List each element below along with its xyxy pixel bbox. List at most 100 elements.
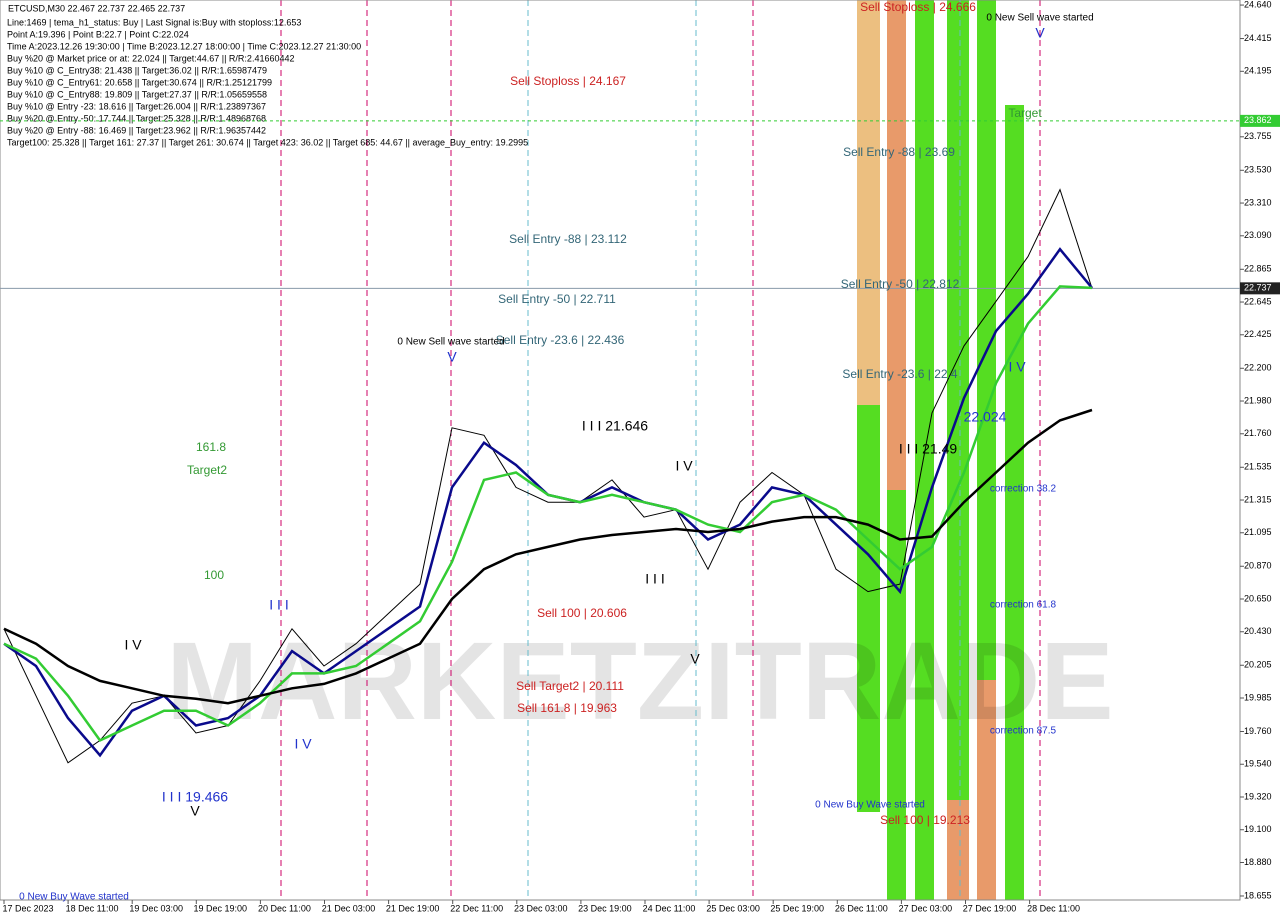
annotation: I V	[124, 637, 142, 653]
annotation: 0 New Buy Wave started	[19, 892, 129, 903]
y-tick-label: 21.980	[1244, 395, 1272, 405]
annotation: V	[190, 803, 200, 819]
annotation: Target2	[187, 463, 227, 477]
annotation: Sell Entry -23.6 | 22.436	[496, 333, 625, 347]
y-tick-label: 18.880	[1244, 857, 1272, 867]
annotation: Sell 100 | 19.213	[880, 813, 970, 827]
x-tick-label: 27 Dec 03:00	[899, 903, 953, 913]
annotation: 0 New Buy Wave started	[815, 800, 925, 811]
y-tick-label: 22.865	[1244, 264, 1272, 274]
y-tick-label: 19.100	[1244, 824, 1272, 834]
y-tick-label: 23.755	[1244, 131, 1272, 141]
info-line: Buy %20 @ Market price or at: 22.024 || …	[7, 53, 295, 63]
y-tick-label: 20.870	[1244, 561, 1272, 571]
target-label-box	[1240, 114, 1280, 127]
y-tick-label: 20.205	[1244, 660, 1272, 670]
x-tick-label: 21 Dec 03:00	[322, 903, 376, 913]
annotation: correction 87.5	[990, 726, 1057, 737]
y-tick-label: 21.315	[1244, 494, 1272, 504]
series-line	[3, 285, 1093, 742]
y-tick-label: 24.640	[1244, 0, 1272, 9]
annotation: correction 38.2	[990, 484, 1057, 495]
info-line: Time A:2023.12.26 19:30:00 | Time B:2023…	[7, 41, 361, 51]
x-tick-label: 24 Dec 11:00	[643, 903, 696, 913]
y-tick-label: 23.090	[1244, 230, 1272, 240]
x-tick-label: 23 Dec 03:00	[514, 903, 568, 913]
annotation: Sell Target2 | 20.111	[516, 679, 624, 693]
x-tick-label: 28 Dec 11:00	[1027, 903, 1080, 913]
y-tick-label: 23.310	[1244, 197, 1272, 207]
x-tick-label: 20 Dec 11:00	[258, 903, 311, 913]
y-tick-label: 19.760	[1244, 726, 1272, 736]
annotation: Target	[1008, 106, 1042, 120]
y-tick-label: 22.200	[1244, 363, 1272, 373]
annotation: Sell Entry -50 | 22.812	[841, 277, 960, 291]
x-tick-label: 22 Dec 11:00	[450, 903, 503, 913]
y-tick-label: 18.655	[1244, 890, 1272, 900]
annotation: Sell Entry -50 | 22.711	[498, 292, 616, 306]
annotation: Sell Entry -23.6 | 22.4	[842, 367, 958, 381]
annotation: I I I	[269, 597, 288, 613]
y-tick-label: 22.425	[1244, 329, 1272, 339]
y-tick-label: 19.540	[1244, 759, 1272, 769]
annotation: Sell Stoploss | 24.666	[860, 0, 976, 14]
current-price-box	[1240, 282, 1280, 295]
annotation: V	[1035, 25, 1045, 41]
annotation: I I I 19.466	[162, 789, 228, 805]
annotation: correction 61.8	[990, 600, 1057, 611]
x-tick-label: 21 Dec 19:00	[386, 903, 440, 913]
y-tick-label: 21.760	[1244, 428, 1272, 438]
x-tick-label: 23 Dec 19:00	[578, 903, 632, 913]
series-line	[3, 408, 1093, 705]
annotation: I V	[675, 458, 693, 474]
info-line: Buy %10 @ Entry -23: 18.616 || Target:26…	[7, 101, 266, 111]
plot-frame	[0, 0, 1241, 901]
annotation: Sell Stoploss | 24.167	[510, 74, 626, 88]
target-label: 23.862	[1244, 115, 1272, 125]
info-line: Buy %10 @ C_Entry88: 19.809 || Target:27…	[7, 89, 267, 99]
annotation: 100	[204, 568, 224, 582]
x-tick-label: 18 Dec 11:00	[66, 903, 119, 913]
y-tick-label: 21.095	[1244, 527, 1272, 537]
signal-zones	[857, 0, 1024, 900]
y-tick-label: 20.650	[1244, 593, 1272, 603]
annotation: Sell Entry -88 | 23.69	[843, 145, 955, 159]
x-tick-label: 19 Dec 19:00	[194, 903, 248, 913]
session-lines	[280, 0, 1041, 900]
x-tick-label: 25 Dec 19:00	[770, 903, 824, 913]
annotation: 0 New Sell wave started	[986, 13, 1093, 24]
y-tick-label: 22.645	[1244, 296, 1272, 306]
y-tick-label: 19.985	[1244, 692, 1272, 702]
y-tick-label: 24.415	[1244, 33, 1272, 43]
y-tick-label: 21.535	[1244, 462, 1272, 472]
annotation: I V	[1008, 359, 1026, 375]
current-price-label: 22.737	[1244, 283, 1272, 293]
info-line: Point A:19.396 | Point B:22.7 | Point C:…	[7, 29, 189, 39]
y-tick-label: 24.195	[1244, 66, 1272, 76]
info-line: Target100: 25.328 || Target 161: 27.37 |…	[7, 137, 528, 147]
x-tick-label: 25 Dec 03:00	[706, 903, 760, 913]
y-tick-label: 20.430	[1244, 626, 1272, 636]
x-tick-label: 26 Dec 11:00	[835, 903, 888, 913]
y-tick-label: 19.320	[1244, 791, 1272, 801]
x-tick-label: 27 Dec 19:00	[963, 903, 1017, 913]
x-tick-label: 17 Dec 2023	[2, 903, 53, 913]
annotation: I I I 21.646	[582, 418, 648, 434]
annotation: 22.024	[964, 409, 1007, 425]
x-tick-label: 19 Dec 03:00	[129, 903, 183, 913]
chart-title: ETCUSD,M30 22.467 22.737 22.465 22.737	[8, 3, 185, 13]
annotation: V	[447, 349, 457, 365]
info-line: Line:1469 | tema_h1_status: Buy | Last S…	[7, 17, 301, 27]
info-line: Buy %20 @ Entry -88: 16.469 || Target:23…	[7, 125, 266, 135]
annotation: I V	[294, 736, 312, 752]
series-line	[3, 188, 1093, 764]
info-line: Buy %10 @ C_Entry38: 21.438 || Target:36…	[7, 65, 267, 75]
annotation: 0 New Sell wave started	[397, 337, 504, 348]
annotation: I I I	[645, 571, 664, 587]
y-tick-label: 23.530	[1244, 165, 1272, 175]
annotation: Sell Entry -88 | 23.112	[509, 232, 627, 246]
annotation: 161.8	[196, 440, 226, 454]
annotation: Sell 161.8 | 19.963	[517, 701, 617, 715]
info-line: Buy %20 @ Entry -50: 17.744 || Target:25…	[7, 113, 266, 123]
